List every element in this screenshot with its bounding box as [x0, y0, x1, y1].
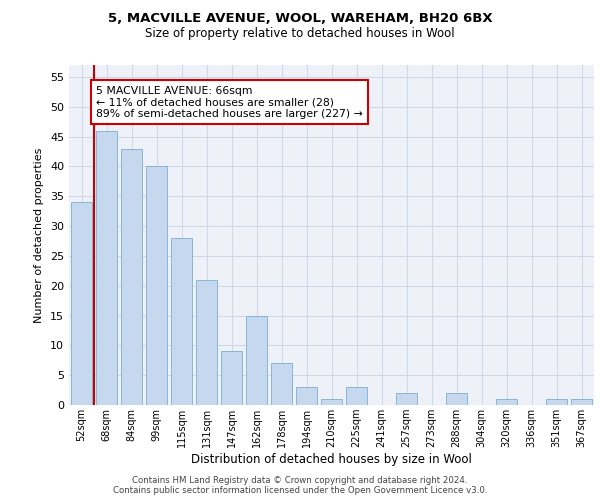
Bar [546, 399, 567, 405]
Text: 5, MACVILLE AVENUE, WOOL, WAREHAM, BH20 6BX: 5, MACVILLE AVENUE, WOOL, WAREHAM, BH20 … [107, 12, 493, 26]
Bar [496, 399, 517, 405]
Bar [246, 316, 267, 405]
Bar [321, 399, 342, 405]
Bar [571, 399, 592, 405]
Bar [221, 352, 242, 405]
Bar [171, 238, 192, 405]
Y-axis label: Number of detached properties: Number of detached properties [34, 148, 44, 322]
X-axis label: Distribution of detached houses by size in Wool: Distribution of detached houses by size … [191, 453, 472, 466]
Bar [446, 393, 467, 405]
Text: Size of property relative to detached houses in Wool: Size of property relative to detached ho… [145, 28, 455, 40]
Bar [71, 202, 92, 405]
Bar [296, 387, 317, 405]
Bar [346, 387, 367, 405]
Text: 5 MACVILLE AVENUE: 66sqm
← 11% of detached houses are smaller (28)
89% of semi-d: 5 MACVILLE AVENUE: 66sqm ← 11% of detach… [96, 86, 363, 119]
Bar [96, 130, 117, 405]
Bar [121, 148, 142, 405]
Bar [196, 280, 217, 405]
Bar [146, 166, 167, 405]
Text: Contains HM Land Registry data © Crown copyright and database right 2024.
Contai: Contains HM Land Registry data © Crown c… [113, 476, 487, 495]
Bar [271, 363, 292, 405]
Bar [396, 393, 417, 405]
